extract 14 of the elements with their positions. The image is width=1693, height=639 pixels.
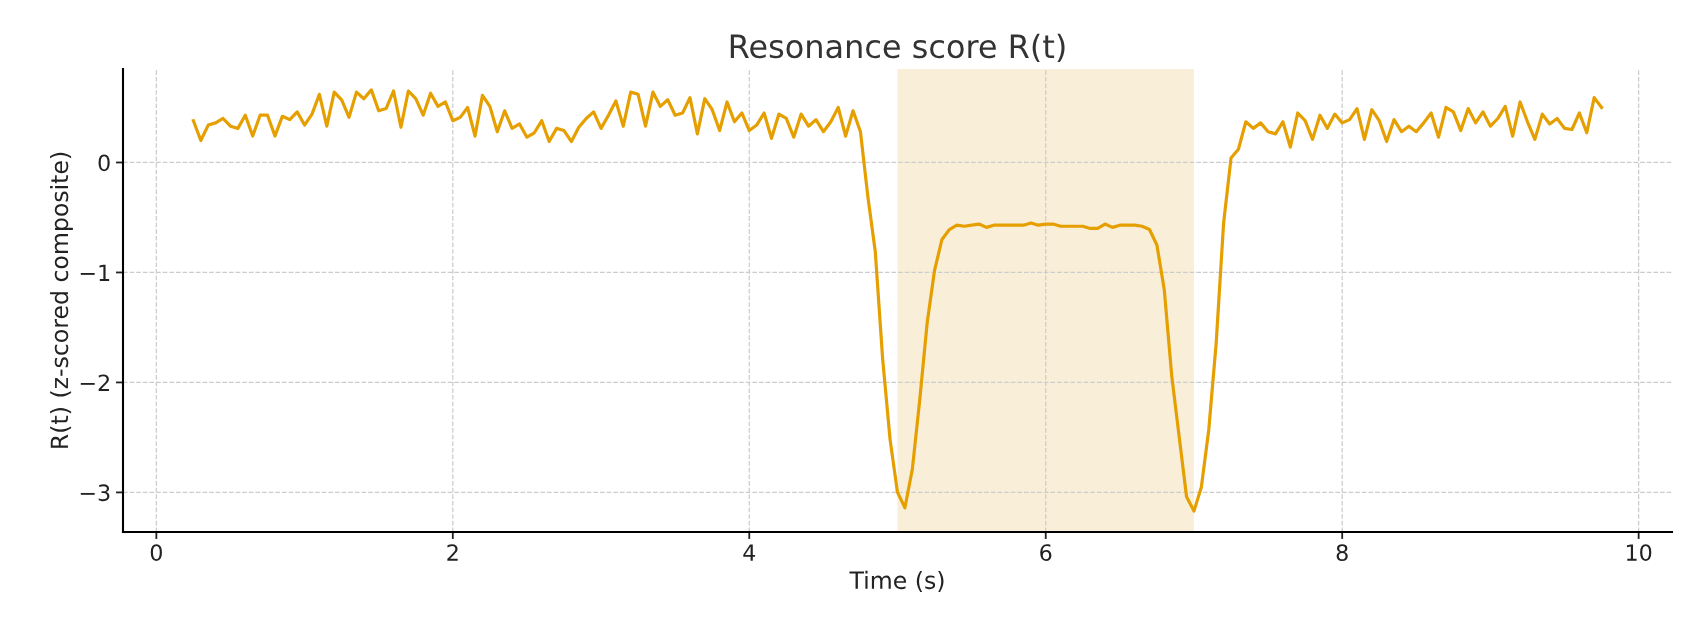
x-tick-label: 2 [447,544,458,561]
y-tick-label: −3 [80,484,110,502]
y-axis-title: R(t) (z-scored composite) [50,152,73,448]
y-tick-label: −2 [80,374,109,391]
x-axis-title: Time (s) [849,570,944,592]
x-tick-label: 6 [1040,544,1052,562]
x-tick-label: 0 [150,544,162,562]
line-series [191,88,1604,513]
x-tick-label: 4 [743,544,756,561]
y-tick-label: −1 [80,264,110,281]
y-tick-label: 0 [98,154,110,172]
chart-title: Resonance score R(t) [730,33,1065,63]
x-tick-label: 8 [1336,544,1348,562]
x-tick-label: 10 [1626,544,1652,562]
